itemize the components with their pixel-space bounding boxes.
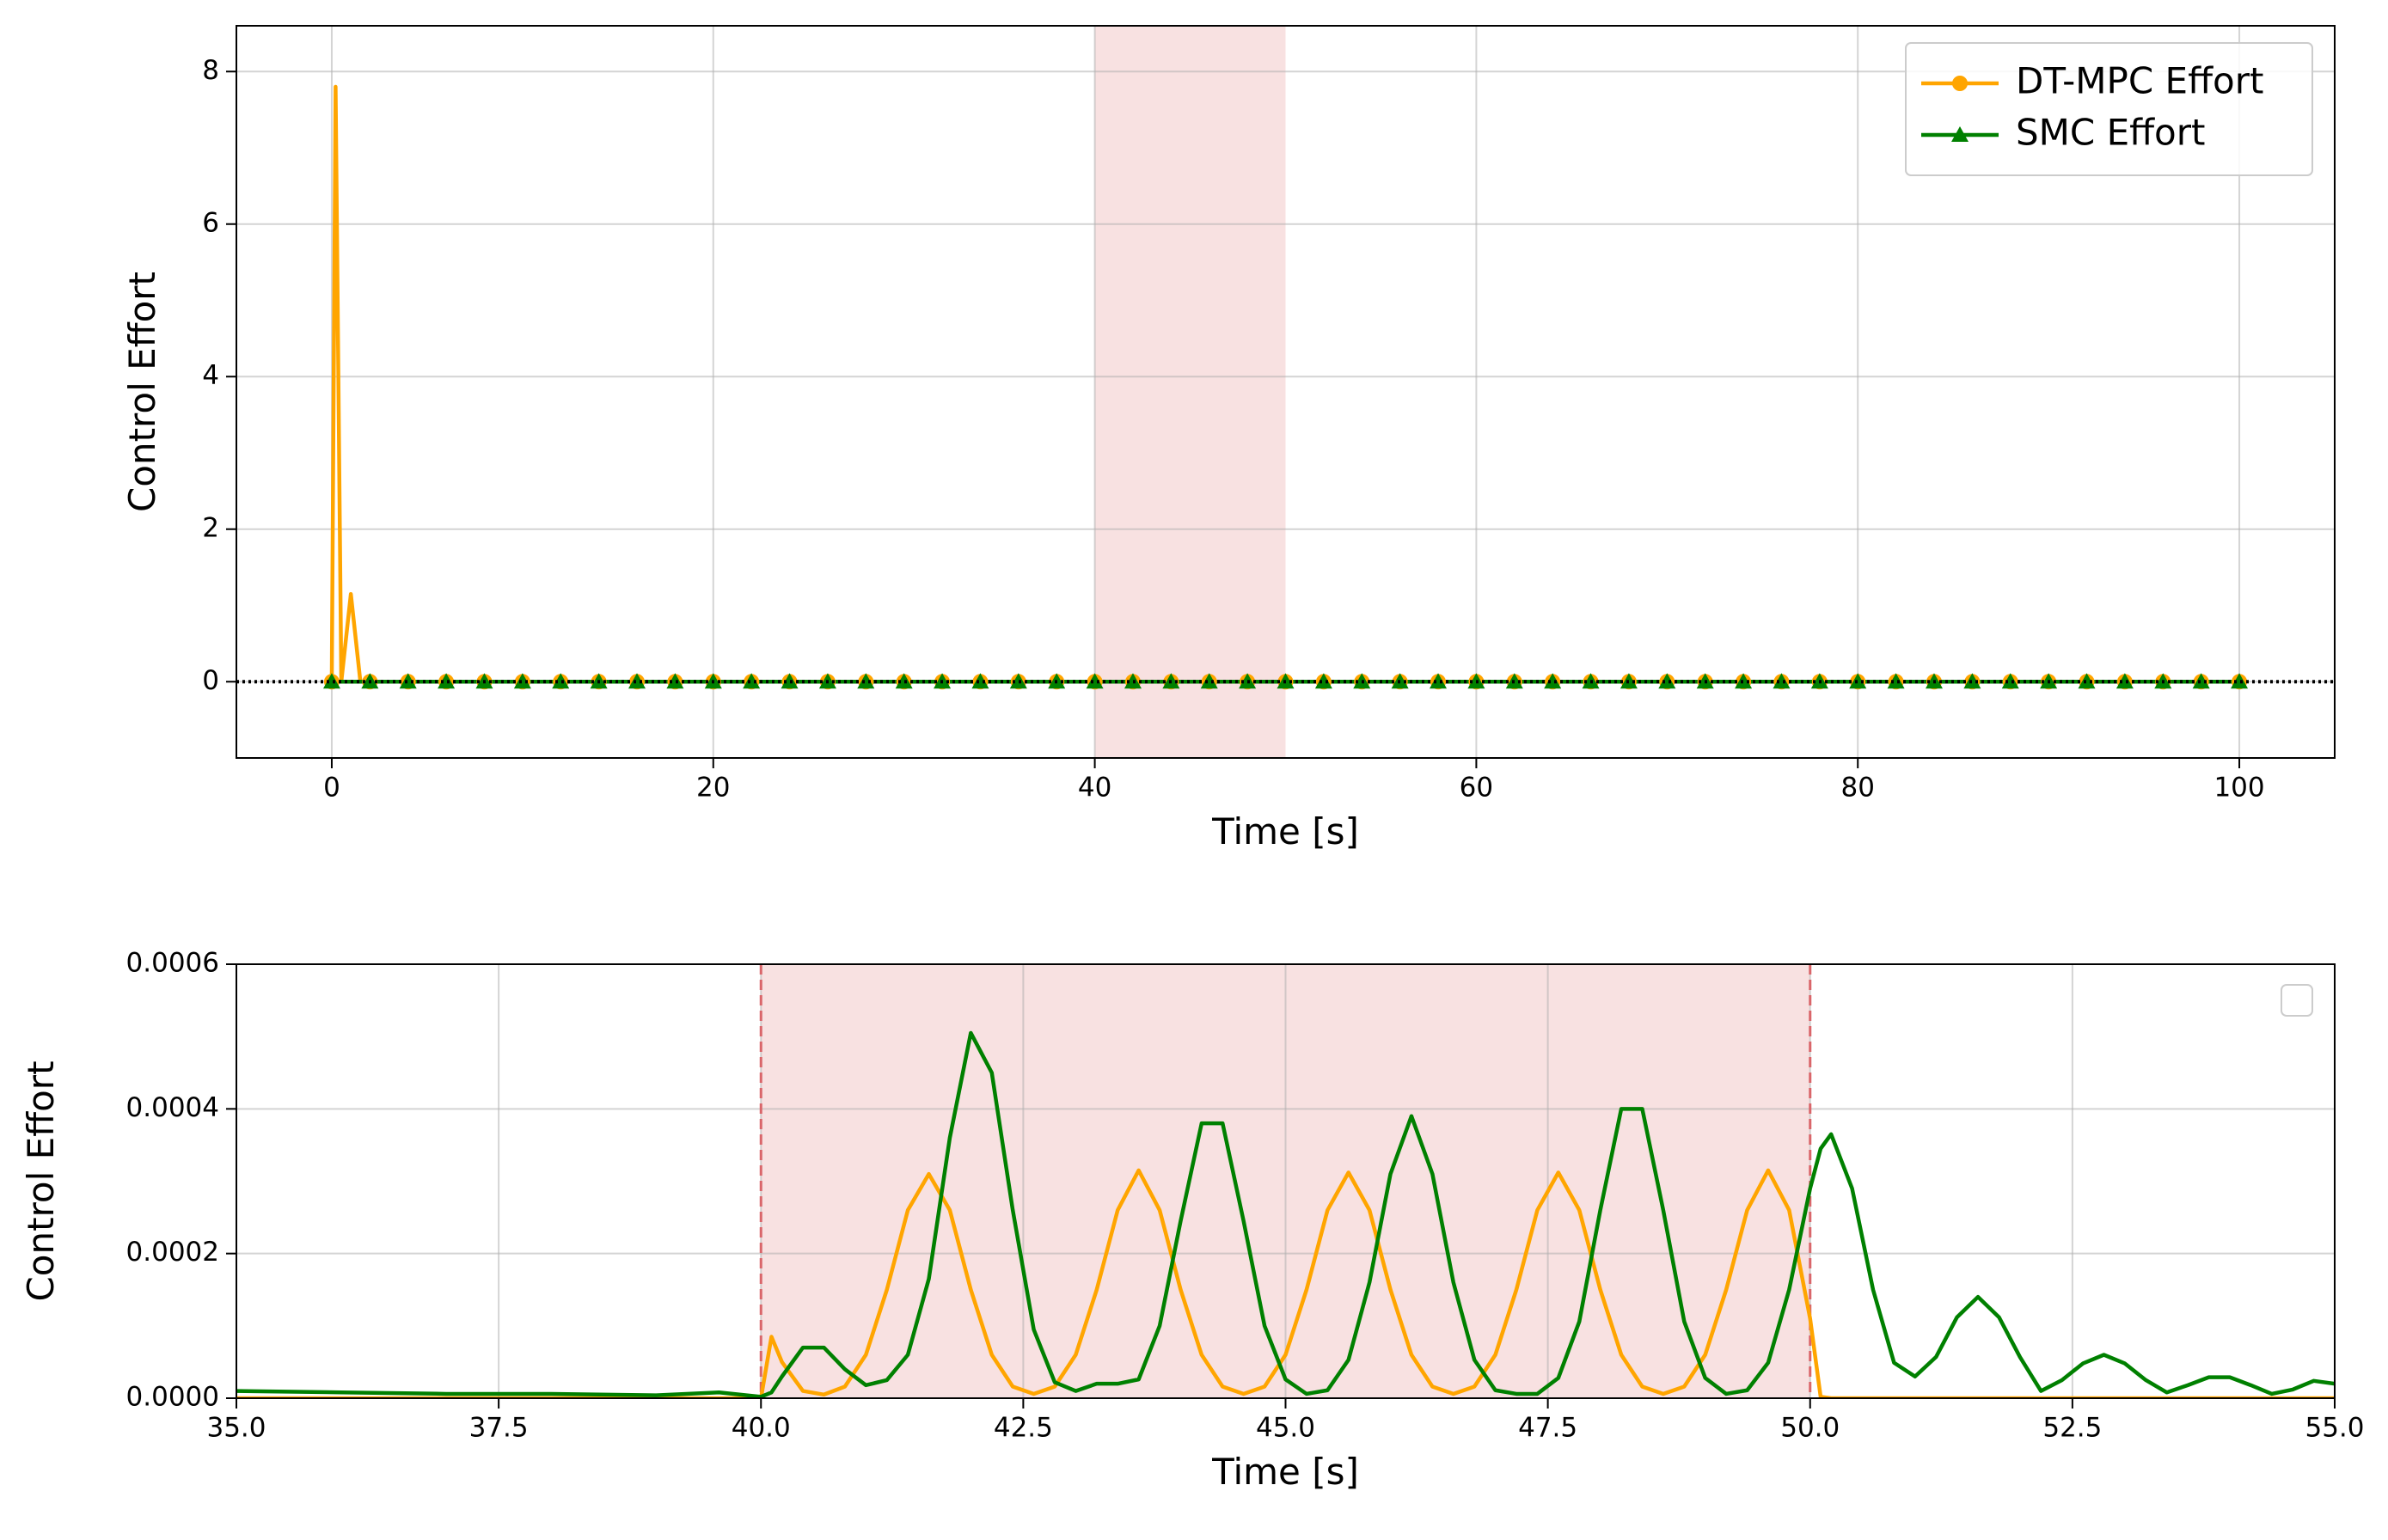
y-axis-label: Control Effort	[121, 272, 163, 512]
y-tick-label: 0.0006	[126, 948, 219, 979]
axes-frame	[236, 25, 2336, 759]
legend-label: SMC Effort	[2016, 112, 2205, 154]
lines	[236, 84, 2335, 690]
marker	[1773, 673, 1791, 689]
marker	[2001, 673, 2019, 689]
y-tick-label: 8	[202, 55, 219, 86]
x-axis-label: Time [s]	[1211, 1451, 1359, 1493]
marker	[1849, 673, 1867, 689]
marker	[1430, 673, 1448, 689]
marker	[322, 673, 340, 689]
marker	[1086, 673, 1104, 689]
marker	[1124, 673, 1142, 689]
marker	[895, 673, 913, 689]
x-tick-label: 52.5	[2042, 1413, 2102, 1444]
plot: 0 20 40 60 80 100 0 2 4 6 8 Time [s] Control Effort D…	[121, 25, 2336, 852]
marker	[2231, 673, 2249, 689]
y-tick-label: 0	[202, 665, 219, 696]
marker	[1009, 673, 1027, 689]
shaded-region	[1094, 26, 1286, 758]
y-tick-label: 2	[202, 512, 219, 543]
x-tick-label: 55.0	[2305, 1413, 2364, 1444]
marker	[743, 673, 761, 689]
series-line	[236, 1168, 2335, 1398]
legend-box	[2281, 984, 2313, 1017]
marker	[1963, 673, 1981, 689]
marker	[1544, 673, 1562, 689]
legend-marker	[1951, 126, 1969, 142]
marker	[666, 673, 684, 689]
y-tick-label: 0.0002	[126, 1237, 219, 1268]
x-tick-label: 20	[696, 773, 730, 804]
marker	[1735, 673, 1753, 689]
x-tick-label: 100	[2213, 773, 2264, 804]
x-tick-label: 0	[323, 773, 340, 804]
marker	[1658, 673, 1676, 689]
lines	[236, 1030, 2335, 1398]
x-tick-label: 35.0	[206, 1413, 266, 1444]
x-tick-label: 37.5	[469, 1413, 529, 1444]
x-axis-label: Time [s]	[1211, 810, 1359, 852]
x-tick-label: 50.0	[1780, 1413, 1840, 1444]
x-tick-label: 40	[1078, 773, 1111, 804]
marker	[513, 673, 531, 689]
marker	[1314, 673, 1332, 689]
legend-box	[1905, 42, 2313, 176]
marker	[628, 673, 646, 689]
legend-label: DT-MPC Effort	[2016, 60, 2263, 102]
axes-frame	[236, 963, 2336, 1399]
y-tick-label: 0.0000	[126, 1382, 219, 1413]
x-tick-label: 60	[1460, 773, 1493, 804]
marker	[857, 673, 875, 689]
x-tick-label: 47.5	[1518, 1413, 1577, 1444]
marker	[552, 673, 570, 689]
y-tick-label: 4	[202, 360, 219, 391]
plot: 35.0 37.5 40.0 42.5 45.0 47.5 50.0 52.5 55.0 0.00…	[20, 948, 2365, 1494]
marker	[781, 673, 799, 689]
y-tick-label: 6	[202, 207, 219, 238]
marker	[1887, 673, 1905, 689]
marker	[2078, 673, 2096, 689]
y-tick-label: 0.0004	[126, 1092, 219, 1123]
marker	[1200, 673, 1218, 689]
y-axis-label: Control Effort	[20, 1060, 62, 1301]
x-tick-label: 40.0	[732, 1413, 791, 1444]
marker	[2192, 673, 2210, 689]
x-tick-label: 80	[1841, 773, 1875, 804]
legend-marker	[1952, 76, 1968, 91]
x-tick-label: 45.0	[1256, 1413, 1315, 1444]
marker	[971, 673, 989, 689]
x-tick-label: 42.5	[994, 1413, 1053, 1444]
series-line	[236, 1030, 2335, 1398]
marker	[399, 673, 417, 689]
marker	[438, 673, 456, 689]
marker	[2116, 673, 2134, 689]
